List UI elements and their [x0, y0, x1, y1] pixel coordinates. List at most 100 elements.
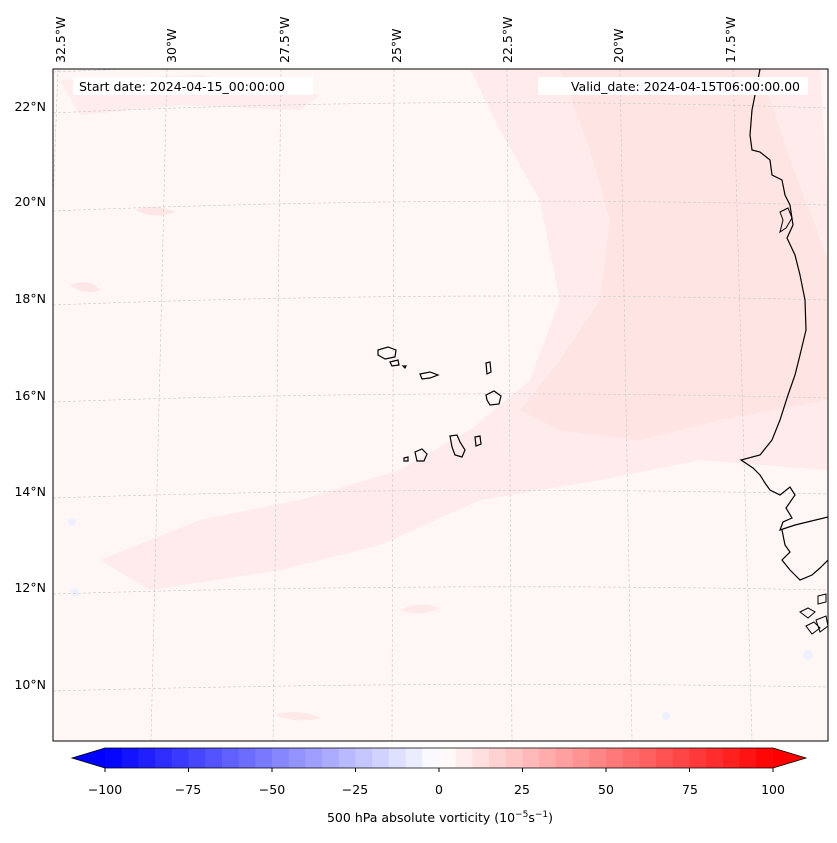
negative-vorticity-speck: [662, 712, 670, 720]
colorbar-segment: [656, 748, 674, 768]
colorbar-segment: [338, 748, 357, 768]
colorbar-tick-label: 75: [682, 782, 698, 797]
vorticity-patch-lower: [275, 712, 320, 721]
colorbar-tick-label: 50: [598, 782, 614, 797]
colorbar-segment: [522, 748, 540, 768]
lat-label: 20°N: [14, 194, 46, 209]
lon-label: 17.5°W: [723, 17, 738, 63]
colorbar-ticks: −100 −75 −50 −25 0 25 50 75 100: [88, 782, 785, 797]
lon-label: 32.5°W: [53, 17, 68, 63]
colorbar-segment: [155, 748, 173, 768]
lat-label: 10°N: [14, 677, 46, 692]
latitude-labels: 22°N 20°N 18°N 16°N 14°N 12°N 10°N: [14, 99, 46, 692]
lon-label: 30°W: [164, 28, 179, 63]
lat-label: 16°N: [14, 388, 46, 403]
colorbar-segment: [589, 748, 607, 768]
graticule: [53, 69, 828, 741]
colorbar-segment: [305, 748, 323, 768]
lat-label: 18°N: [14, 291, 46, 306]
colorbar-segment: [238, 748, 256, 768]
colorbar-segment: [689, 748, 707, 768]
colorbar-segment: [489, 748, 507, 768]
colorbar-segment: [672, 748, 691, 768]
colorbar-tick-label: −100: [88, 782, 122, 797]
colorbar-segment: [455, 748, 473, 768]
island-sao-vicente: [389, 359, 400, 367]
colorbar-segment: [188, 748, 206, 768]
valid-date-box: [538, 77, 808, 95]
start-date-label: Start date: 2024-04-15_00:00:00: [79, 79, 285, 94]
island-brava: [403, 456, 409, 462]
island-santiago: [449, 434, 466, 458]
negative-vorticity-speck: [71, 588, 79, 596]
island-boa-vista: [485, 390, 502, 406]
colorbar-segment: [606, 748, 624, 768]
lat-label: 12°N: [14, 580, 46, 595]
colorbar-segment: [439, 748, 457, 768]
island-santo-antao: [377, 346, 397, 360]
colorbar-segment: [388, 748, 407, 768]
vorticity-patch-left: [70, 282, 100, 293]
colorbar-segment: [322, 748, 340, 768]
cape-verde-islands: [377, 346, 502, 462]
valid-date-label: Valid_date: 2024-04-15T06:00:00.00: [571, 79, 800, 94]
colorbar-segment: [272, 748, 290, 768]
colorbar-segment: [422, 748, 440, 768]
lon-label: 25°W: [389, 28, 404, 63]
colorbar-extend-min: [72, 748, 105, 768]
colorbar-segment: [205, 748, 223, 768]
colorbar-tick-label: 25: [514, 782, 530, 797]
colorbar-tick-label: 0: [435, 782, 443, 797]
colorbar-segment: [171, 748, 190, 768]
colorbar-extend-max: [773, 748, 806, 768]
colorbar-tick-label: 100: [761, 782, 785, 797]
island-santa-luzia: [401, 365, 407, 370]
colorbar-segment: [555, 748, 574, 768]
africa-coastline: [739, 69, 828, 531]
colorbar-segment: [255, 748, 273, 768]
start-date-box: [73, 77, 313, 95]
colorbar-segment: [105, 748, 123, 768]
colorbar-segment: [756, 748, 774, 768]
negative-vorticity-speck: [803, 650, 813, 660]
colorbar: [70, 747, 808, 772]
vorticity-patch-mid: [135, 206, 175, 216]
lon-label: 20°W: [611, 28, 626, 63]
colorbar-segment: [121, 748, 139, 768]
negative-vorticity-speck: [68, 518, 76, 526]
colorbar-segment: [405, 748, 423, 768]
lon-label: 27.5°W: [277, 17, 292, 63]
colorbar-segment: [706, 748, 724, 768]
island-maio: [474, 435, 482, 447]
vorticity-band-inner: [520, 69, 828, 440]
colorbar-segment: [355, 748, 373, 768]
colorbar-segment: [138, 748, 156, 768]
colorbar-segment: [622, 748, 640, 768]
vorticity-patch-south: [400, 604, 440, 614]
colorbar-segment: [722, 748, 741, 768]
lon-label: 22.5°W: [500, 17, 515, 63]
colorbar-segment: [739, 748, 757, 768]
colorbar-segment: [505, 748, 524, 768]
map-frame: [52, 68, 829, 742]
colorbar-segment: [221, 748, 240, 768]
bijagos-islands: [799, 593, 828, 635]
cap-blanc-inlet: [779, 207, 793, 234]
colorbar-tick-label: −75: [175, 782, 201, 797]
colorbar-segment: [572, 748, 590, 768]
island-sao-nicolau: [419, 371, 440, 380]
island-fogo: [414, 448, 428, 462]
africa-coastline-south: [781, 529, 828, 581]
colorbar-segment: [372, 748, 390, 768]
lat-label: 22°N: [14, 99, 46, 114]
colorbar-segment: [639, 748, 657, 768]
colorbar-segment: [472, 748, 490, 768]
colorbar-label: 500 hPa absolute vorticity (10−5s−1): [327, 810, 553, 825]
colorbar-tick-label: −50: [259, 782, 285, 797]
map-panel[interactable]: Start date: 2024-04-15_00:00:00 Valid_da…: [33, 62, 828, 741]
colorbar-segment: [539, 748, 557, 768]
island-sal: [485, 361, 492, 375]
colorbar-tick-label: −25: [342, 782, 368, 797]
lat-label: 14°N: [14, 484, 46, 499]
